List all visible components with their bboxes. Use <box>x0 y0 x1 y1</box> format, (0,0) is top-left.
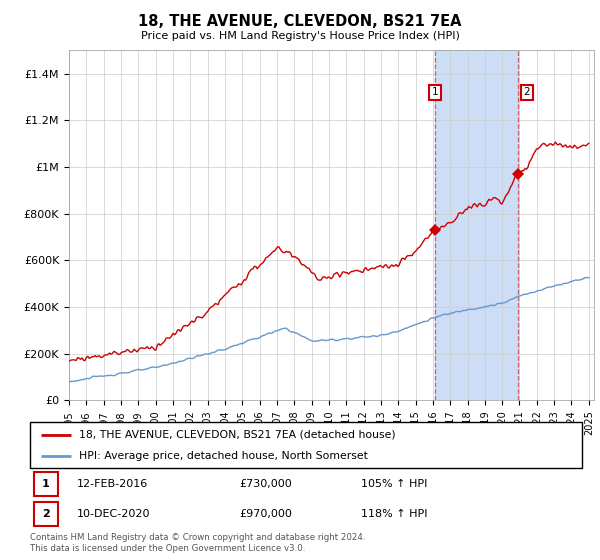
Text: £970,000: £970,000 <box>240 509 293 519</box>
Text: 118% ↑ HPI: 118% ↑ HPI <box>361 509 428 519</box>
FancyBboxPatch shape <box>34 472 58 496</box>
Text: 105% ↑ HPI: 105% ↑ HPI <box>361 479 428 489</box>
Text: 10-DEC-2020: 10-DEC-2020 <box>77 509 151 519</box>
Text: 18, THE AVENUE, CLEVEDON, BS21 7EA: 18, THE AVENUE, CLEVEDON, BS21 7EA <box>138 14 462 29</box>
Text: 18, THE AVENUE, CLEVEDON, BS21 7EA (detached house): 18, THE AVENUE, CLEVEDON, BS21 7EA (deta… <box>79 430 395 440</box>
Text: 1: 1 <box>431 87 438 97</box>
FancyBboxPatch shape <box>34 502 58 526</box>
Text: 2: 2 <box>42 509 50 519</box>
Text: Contains HM Land Registry data © Crown copyright and database right 2024.
This d: Contains HM Land Registry data © Crown c… <box>30 533 365 553</box>
Text: Price paid vs. HM Land Registry's House Price Index (HPI): Price paid vs. HM Land Registry's House … <box>140 31 460 41</box>
Bar <box>435 50 518 400</box>
Text: HPI: Average price, detached house, North Somerset: HPI: Average price, detached house, Nort… <box>79 451 367 461</box>
Text: 2: 2 <box>524 87 530 97</box>
Text: 12-FEB-2016: 12-FEB-2016 <box>77 479 148 489</box>
FancyBboxPatch shape <box>30 422 582 468</box>
Text: £730,000: £730,000 <box>240 479 293 489</box>
Text: 1: 1 <box>42 479 50 489</box>
